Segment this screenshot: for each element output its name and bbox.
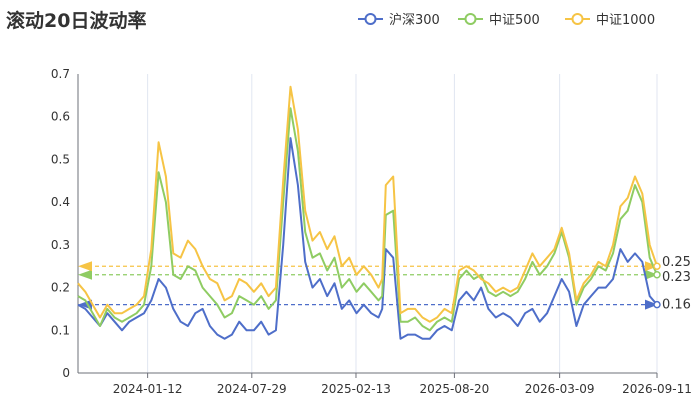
series-line [77, 85, 658, 323]
legend-item[interactable]: 中证1000 [565, 13, 655, 28]
series-line [77, 107, 658, 332]
y-tick-label: 0.1 [51, 323, 70, 337]
y-tick-label: 0.2 [51, 281, 70, 295]
gridlines [147, 74, 658, 373]
legend-marker-icon [364, 13, 377, 25]
y-tick-label: 0.4 [51, 195, 70, 209]
reference-end-arrow [645, 261, 658, 272]
series-end-point [653, 271, 661, 279]
legend-item[interactable]: 沪深300 [358, 12, 440, 28]
chart-title: 滚动20日波动率 [6, 10, 147, 32]
series-line [77, 137, 658, 340]
series-end-point [653, 262, 661, 270]
reference-start-marker [78, 269, 92, 280]
series-end-point [653, 300, 661, 309]
reference-end-arrow [645, 299, 658, 310]
legend-label: 中证1000 [596, 13, 655, 28]
reference-line-label: 0.23 [662, 270, 691, 285]
legend-item[interactable]: 中证500 [458, 13, 540, 28]
x-tick-label: 2024-01-12 [113, 382, 183, 396]
y-tick-label: 0 [62, 366, 70, 380]
series-lines [77, 85, 661, 340]
y-tick-label: 0.6 [51, 110, 70, 124]
reference-line-label: 0.16 [662, 298, 691, 313]
x-tick-label: 2025-08-20 [420, 382, 490, 396]
reference-end-arrow [645, 269, 658, 280]
legend[interactable]: 沪深300 中证500 中证1000 [358, 12, 655, 28]
reference-start-marker [78, 261, 92, 272]
legend-label: 中证500 [489, 13, 540, 28]
reference-line-label: 0.25 [662, 255, 691, 270]
x-tick-label: 2026-09-11 [622, 382, 692, 396]
legend-marker-icon [464, 13, 477, 25]
y-tick-label: 0.7 [51, 67, 70, 81]
legend-marker-icon [571, 13, 584, 25]
x-tick-label: 2025-02-13 [321, 382, 391, 396]
x-tick-label: 2026-03-09 [525, 382, 595, 396]
axes: 0 0.1 0.2 0.3 0.4 0.5 0.6 0.7 2024-01-12 2024-07-… [51, 67, 692, 396]
reference-lines: 0.16 0.230.25 [78, 255, 691, 313]
x-tick-label: 2024-07-29 [217, 382, 287, 396]
legend-label: 沪深300 [389, 12, 440, 28]
y-tick-label: 0.3 [51, 238, 70, 252]
y-tick-label: 0.5 [51, 152, 70, 166]
